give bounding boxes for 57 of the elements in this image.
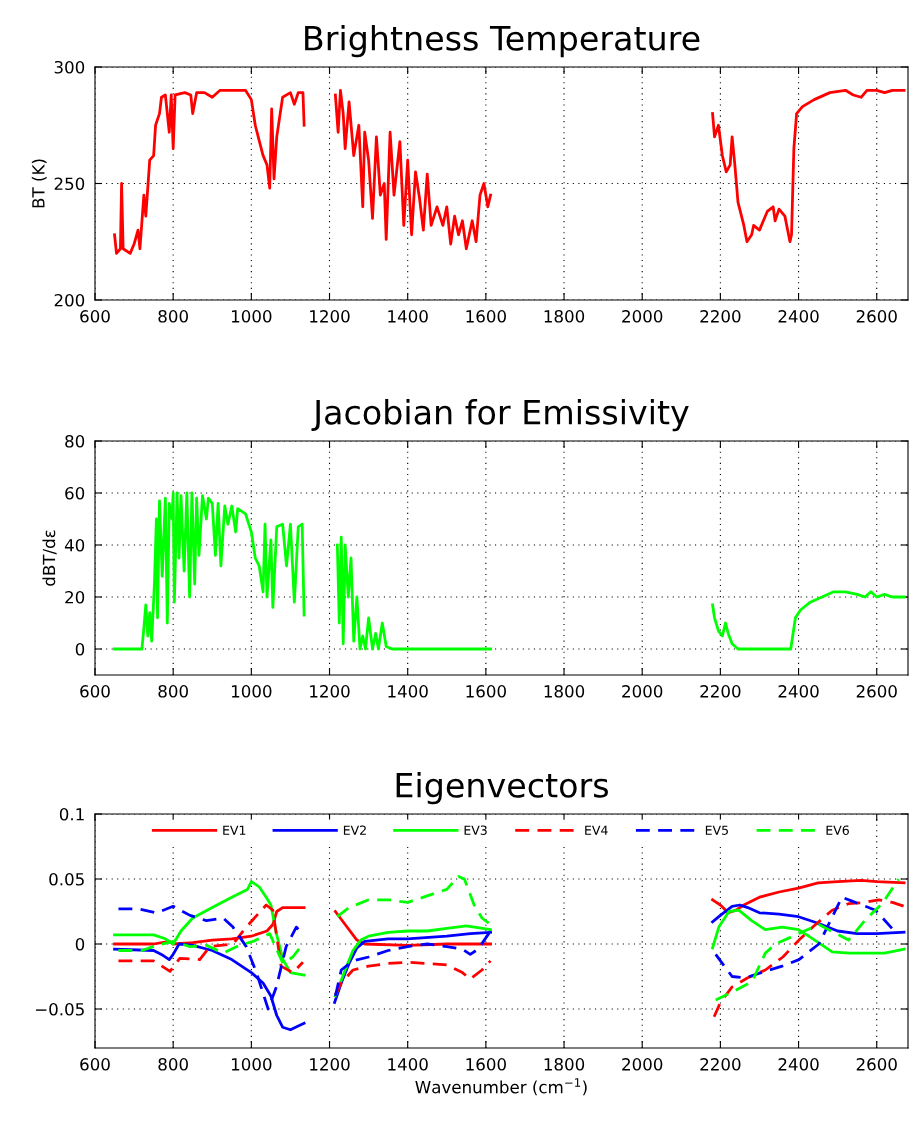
x-tick-label: 600 — [80, 685, 110, 698]
y-axis-title: dBT/dε — [42, 530, 57, 586]
x-tick-label: 1800 — [544, 1058, 585, 1071]
x-tick-label: 1400 — [388, 685, 428, 698]
x-tick-label: 1400 — [388, 1058, 428, 1071]
y-tick-label: 20 — [65, 590, 85, 604]
x-tick-label: 800 — [158, 1058, 188, 1071]
x-tick-label: 1800 — [544, 685, 585, 698]
x-tick-label: 800 — [158, 310, 188, 323]
x-tick-label: 2200 — [700, 1058, 741, 1071]
chart-title: Eigenvectors — [396, 772, 608, 805]
x-tick-label: 2000 — [622, 310, 663, 323]
x-tick-label: 1600 — [466, 685, 506, 698]
x-tick-label: 800 — [158, 685, 188, 698]
x-tick-label: 1000 — [231, 685, 272, 698]
y-tick-label: 300 — [54, 60, 85, 74]
x-tick-label: 1000 — [231, 1058, 272, 1071]
x-tick-label: 2400 — [778, 1058, 819, 1071]
x-tick-label: 1600 — [466, 310, 506, 323]
legend-label: EV6 — [826, 825, 849, 835]
legend-label: EV4 — [585, 825, 608, 835]
x-tick-label: 1600 — [466, 1058, 506, 1071]
y-tick-label: 40 — [64, 538, 85, 552]
legend-label: EV1 — [223, 825, 246, 835]
legend-label: EV2 — [343, 825, 366, 835]
y-tick-label: 80 — [65, 434, 85, 448]
x-tick-label: 1200 — [310, 685, 350, 698]
x-axis-title: Wavenumber (cm$^{−1}$) — [415, 1078, 587, 1096]
x-tick-label: 600 — [80, 310, 110, 323]
chart-title: Jacobian for Emissivity — [311, 399, 689, 432]
x-tick-label: 1400 — [388, 310, 428, 323]
x-tick-label: 2600 — [856, 310, 897, 323]
y-tick-label: 60 — [65, 486, 85, 500]
x-tick-label: 2400 — [778, 685, 819, 698]
x-tick-label: 2200 — [700, 310, 741, 323]
x-tick-label: 1000 — [231, 310, 272, 323]
x-tick-label: 2000 — [622, 1058, 663, 1071]
y-tick-label: 250 — [54, 177, 85, 191]
x-tick-label: 1200 — [310, 1058, 350, 1071]
x-tick-label: 2200 — [700, 685, 741, 698]
y-tick-label: 200 — [54, 293, 85, 307]
x-tick-label: 1800 — [544, 310, 585, 323]
x-tick-label: 2600 — [856, 685, 897, 698]
y-tick-label: 0 — [75, 642, 85, 656]
chart-title: Brightness Temperature — [305, 25, 700, 58]
y-axis-title: BT (K) — [31, 159, 47, 208]
y-tick-label: 0.1 — [59, 807, 84, 821]
y-tick-label: −0.05 — [35, 1002, 84, 1016]
y-tick-label: 0.05 — [49, 872, 84, 886]
y-tick-label: 0 — [75, 937, 85, 951]
x-tick-label: 1200 — [310, 310, 350, 323]
x-tick-label: 600 — [80, 1058, 110, 1071]
x-tick-label: 2600 — [856, 1058, 897, 1071]
x-tick-label: 2400 — [778, 310, 819, 323]
legend-label: EV3 — [464, 825, 487, 835]
legend-label: EV5 — [705, 825, 728, 835]
x-tick-label: 2000 — [622, 685, 663, 698]
